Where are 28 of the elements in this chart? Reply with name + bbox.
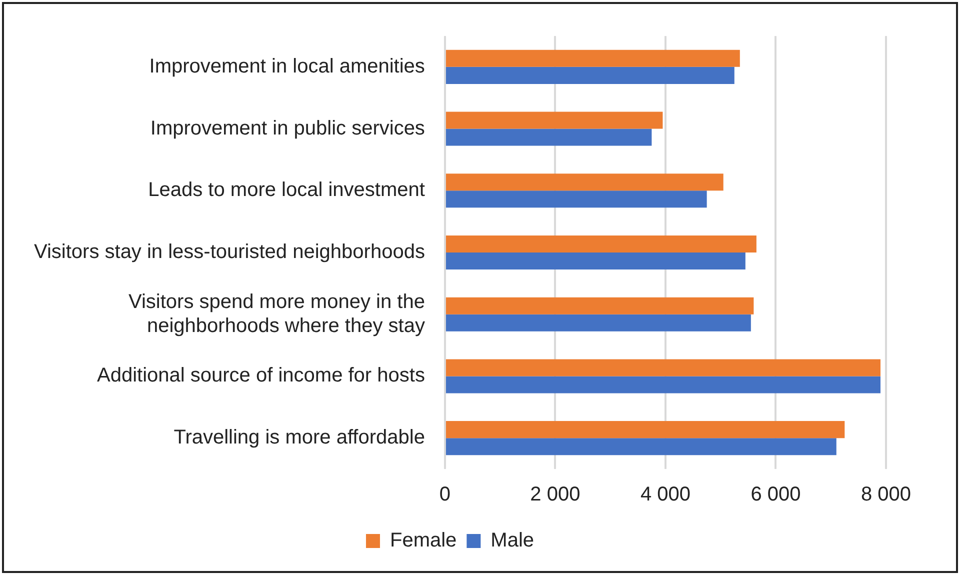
bar — [446, 314, 751, 332]
x-tick-label: 8 000 — [860, 484, 912, 506]
bar — [446, 128, 652, 146]
x-tick-label: 0 — [439, 484, 451, 506]
y-tick-label: Visitors spend more money in the neighborhoods where they stay — [128, 290, 425, 337]
bar — [446, 359, 880, 376]
bar — [446, 297, 754, 314]
y-tick-label: Leads to more local investment — [148, 179, 426, 202]
bar — [446, 235, 756, 252]
bar — [446, 438, 836, 456]
bar — [446, 376, 880, 394]
bar — [446, 174, 724, 191]
legend-label: Male — [490, 530, 534, 552]
x-tick-label: 2 000 — [530, 484, 580, 506]
y-tick-label: Improvement in local amenities — [149, 55, 425, 78]
x-tick-label: 6 000 — [750, 484, 801, 506]
y-tick-label: Travelling is more affordable — [174, 426, 425, 449]
bar — [446, 112, 663, 129]
y-tick-label: Visitors stay in less-touristed neighborhoods — [34, 241, 425, 264]
x-tick-label: 4 000 — [640, 484, 691, 506]
bar — [446, 50, 740, 67]
bar — [446, 190, 707, 208]
y-tick-label: Improvement in public services — [150, 117, 425, 140]
legend-label: Female — [390, 530, 457, 552]
y-tick-label: Additional source of income for hosts — [96, 364, 425, 387]
bar — [446, 421, 845, 438]
bar — [446, 252, 746, 270]
bar — [446, 66, 734, 84]
